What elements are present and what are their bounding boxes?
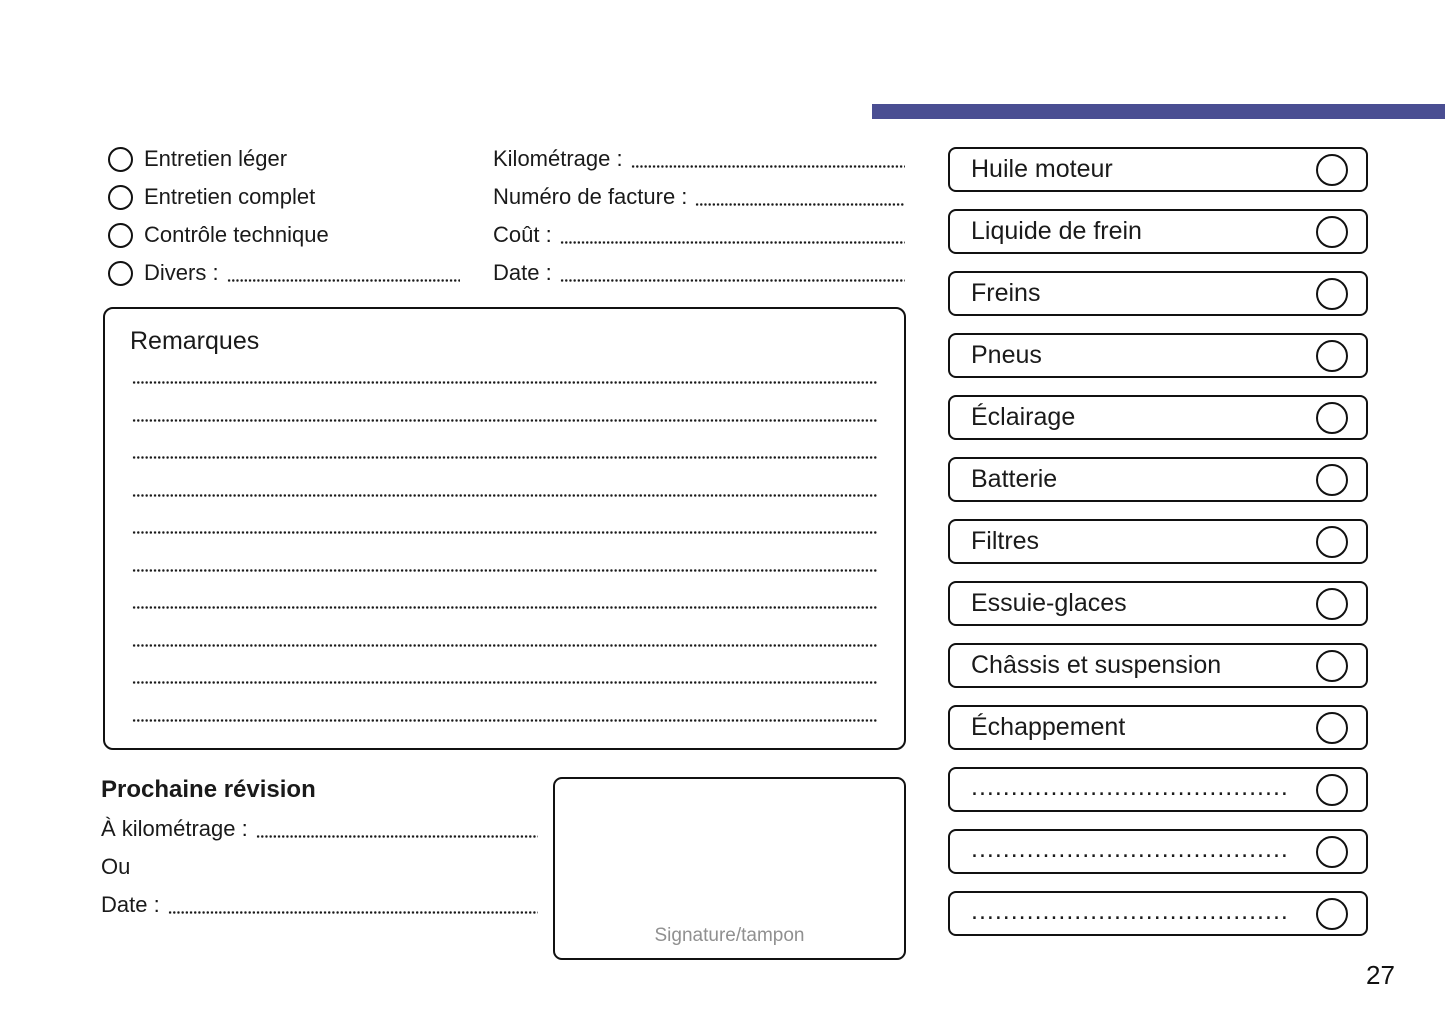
check-label: Huile moteur bbox=[971, 155, 1113, 183]
numero-facture-fill-in-line[interactable] bbox=[695, 202, 905, 206]
next-service-title: Prochaine révision bbox=[101, 776, 316, 803]
check-label: Freins bbox=[971, 279, 1041, 307]
check-row-filtres: Filtres bbox=[948, 519, 1368, 564]
field-a-kilometrage: À kilométrage : bbox=[101, 810, 538, 848]
option-divers: Divers : bbox=[108, 254, 460, 292]
check-label: Batterie bbox=[971, 465, 1058, 493]
field-numero-facture: Numéro de facture : bbox=[493, 178, 905, 216]
divers-fill-in-line[interactable] bbox=[226, 278, 460, 282]
field-date: Date : bbox=[493, 254, 905, 292]
check-label: Essuie-glaces bbox=[971, 589, 1127, 617]
check-label: Filtres bbox=[971, 527, 1040, 555]
field-label: Date : bbox=[101, 892, 160, 917]
check-circle-huile-moteur[interactable] bbox=[1316, 153, 1348, 186]
field-label: Coût : bbox=[493, 222, 552, 247]
remark-fill-in-line[interactable] bbox=[132, 718, 878, 722]
check-circle-blank-3[interactable] bbox=[1316, 897, 1348, 930]
check-row-batterie: Batterie bbox=[948, 457, 1368, 502]
remark-fill-in-line[interactable] bbox=[132, 418, 878, 422]
accent-bar bbox=[872, 104, 1445, 119]
check-circle-batterie[interactable] bbox=[1316, 463, 1348, 496]
option-entretien-leger: Entretien léger bbox=[108, 140, 460, 178]
check-row-pneus: Pneus bbox=[948, 333, 1368, 378]
option-label: Contrôle technique bbox=[144, 222, 329, 247]
option-controle-technique: Contrôle technique bbox=[108, 216, 460, 254]
check-row-blank-2: ........................................ bbox=[948, 829, 1368, 874]
check-circle-chassis-et-suspension[interactable] bbox=[1316, 649, 1348, 682]
check-row-blank-3: ........................................ bbox=[948, 891, 1368, 936]
check-row-liquide-de-frein: Liquide de frein bbox=[948, 209, 1368, 254]
option-label: Divers : bbox=[144, 260, 219, 285]
check-circle-liquide-de-frein[interactable] bbox=[1316, 215, 1348, 248]
remark-fill-in-line[interactable] bbox=[132, 681, 878, 684]
check-row-essuie-glaces: Essuie-glaces bbox=[948, 581, 1368, 626]
field-next-date: Date : bbox=[101, 886, 538, 924]
remark-fill-in-line[interactable] bbox=[132, 493, 878, 497]
radio-divers[interactable] bbox=[108, 260, 133, 286]
check-label: Échappement bbox=[971, 713, 1126, 741]
next-service-section: Prochaine révision À kilométrage : Ou Da… bbox=[101, 776, 538, 924]
check-blank-fill-in[interactable]: ........................................ bbox=[971, 773, 1289, 801]
check-label: Châssis et suspension bbox=[971, 651, 1222, 679]
check-blank-fill-in[interactable]: ........................................ bbox=[971, 835, 1289, 863]
check-circle-filtres[interactable] bbox=[1316, 525, 1348, 558]
check-label: Pneus bbox=[971, 341, 1042, 369]
check-label: Liquide de frein bbox=[971, 217, 1142, 245]
remark-fill-in-line[interactable] bbox=[132, 381, 878, 384]
check-row-freins: Freins bbox=[948, 271, 1368, 316]
field-label: Date : bbox=[493, 260, 552, 285]
option-label: Entretien complet bbox=[144, 184, 316, 209]
field-cout: Coût : bbox=[493, 216, 905, 254]
field-label: À kilométrage : bbox=[101, 816, 248, 841]
remarks-title: Remarques bbox=[130, 327, 260, 355]
check-label: Éclairage bbox=[971, 403, 1076, 431]
remarks-lines bbox=[132, 381, 878, 756]
date-fill-in-line[interactable] bbox=[559, 278, 905, 282]
check-circle-blank-1[interactable] bbox=[1316, 773, 1348, 806]
check-circle-eclairage[interactable] bbox=[1316, 401, 1348, 434]
page-number: 27 bbox=[1366, 960, 1395, 990]
remarks-box: Remarques bbox=[103, 307, 906, 750]
signature-label: Signature/tampon bbox=[654, 925, 805, 946]
check-row-blank-1: ........................................ bbox=[948, 767, 1368, 812]
check-circle-freins[interactable] bbox=[1316, 277, 1348, 310]
check-row-chassis-et-suspension: Châssis et suspension bbox=[948, 643, 1368, 688]
remark-fill-in-line[interactable] bbox=[132, 456, 878, 459]
service-type-options: Entretien léger Entretien complet Contrô… bbox=[108, 140, 460, 292]
remark-fill-in-line[interactable] bbox=[132, 568, 878, 572]
radio-entretien-leger[interactable] bbox=[108, 146, 133, 172]
check-blank-fill-in[interactable]: ........................................ bbox=[971, 897, 1289, 925]
radio-controle-technique[interactable] bbox=[108, 222, 133, 248]
remark-fill-in-line[interactable] bbox=[132, 606, 878, 609]
field-label: Ou bbox=[101, 854, 131, 879]
signature-box[interactable]: Signature/tampon bbox=[553, 777, 906, 960]
option-label: Entretien léger bbox=[144, 146, 288, 171]
inspection-checklist: Huile moteur Liquide de frein Freins Pne… bbox=[948, 147, 1368, 936]
kilometrage-fill-in-line[interactable] bbox=[630, 164, 905, 168]
field-kilometrage: Kilométrage : bbox=[493, 140, 905, 178]
field-label: Numéro de facture : bbox=[493, 184, 688, 209]
option-entretien-complet: Entretien complet bbox=[108, 178, 460, 216]
check-circle-blank-2[interactable] bbox=[1316, 835, 1348, 868]
field-ou: Ou bbox=[101, 848, 538, 886]
check-circle-echappement[interactable] bbox=[1316, 711, 1348, 744]
field-label: Kilométrage : bbox=[493, 146, 623, 171]
check-circle-essuie-glaces[interactable] bbox=[1316, 587, 1348, 620]
a-kilometrage-fill-in-line[interactable] bbox=[255, 834, 538, 838]
radio-entretien-complet[interactable] bbox=[108, 184, 133, 210]
check-row-huile-moteur: Huile moteur bbox=[948, 147, 1368, 192]
check-row-echappement: Échappement bbox=[948, 705, 1368, 750]
invoice-fields: Kilométrage : Numéro de facture : Coût :… bbox=[493, 140, 905, 292]
remark-fill-in-line[interactable] bbox=[132, 531, 878, 534]
next-date-fill-in-line[interactable] bbox=[167, 910, 538, 914]
cout-fill-in-line[interactable] bbox=[559, 240, 905, 244]
check-row-eclairage: Éclairage bbox=[948, 395, 1368, 440]
remark-fill-in-line[interactable] bbox=[132, 643, 878, 647]
check-circle-pneus[interactable] bbox=[1316, 339, 1348, 372]
